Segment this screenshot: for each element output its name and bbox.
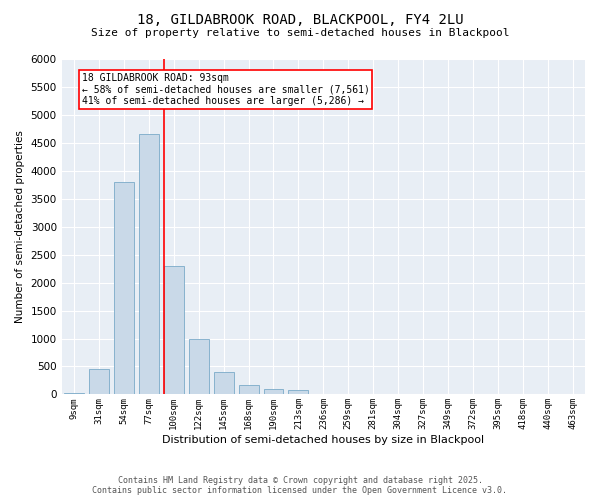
Bar [139,134,159,394]
Text: 18 GILDABROOK ROAD: 93sqm
← 58% of semi-detached houses are smaller (7,561)
41% : 18 GILDABROOK ROAD: 93sqm ← 58% of semi-… [82,73,370,106]
Bar [239,385,259,394]
Y-axis label: Number of semi-detached properties: Number of semi-detached properties [15,130,25,323]
Bar [289,390,308,394]
Bar [164,266,184,394]
Bar [89,370,109,394]
Bar [114,182,134,394]
Bar [189,338,209,394]
Text: Size of property relative to semi-detached houses in Blackpool: Size of property relative to semi-detach… [91,28,509,38]
Text: Contains HM Land Registry data © Crown copyright and database right 2025.
Contai: Contains HM Land Registry data © Crown c… [92,476,508,495]
Bar [64,392,84,394]
X-axis label: Distribution of semi-detached houses by size in Blackpool: Distribution of semi-detached houses by … [162,435,484,445]
Text: 18, GILDABROOK ROAD, BLACKPOOL, FY4 2LU: 18, GILDABROOK ROAD, BLACKPOOL, FY4 2LU [137,12,463,26]
Bar [263,389,283,394]
Bar [214,372,233,394]
